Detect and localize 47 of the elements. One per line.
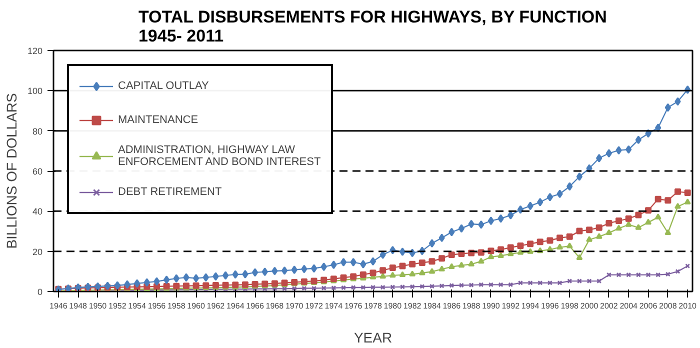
x-tick-label: 1962 [206, 302, 226, 310]
chart-title: TOTAL DISBURSEMENTS FOR HIGHWAYS, BY FUNCTION 1945- 2011 [138, 8, 607, 46]
x-tick-label: 1984 [423, 302, 442, 310]
x-tick-label: 1970 [285, 302, 304, 310]
y-tick-label: 120 [27, 46, 43, 56]
x-tick-label: 2006 [639, 302, 658, 310]
legend-label: CAPITAL OUTLAY [118, 79, 209, 93]
y-axis-title: BILLIONS OF DOLLARS [3, 93, 20, 249]
x-tick-label: 1964 [226, 302, 245, 310]
x-tick-label: 1966 [246, 302, 264, 310]
y-tick-label: 80 [32, 126, 43, 136]
x-tick-label: 1996 [541, 302, 560, 310]
x-tick-label: 1952 [108, 302, 127, 310]
y-tick-label: 40 [32, 206, 43, 217]
y-tick-label: 0 [37, 287, 43, 297]
y-tick-label: 100 [27, 86, 43, 96]
legend-label: ADMINISTRATION, HIGHWAY LAW ENFORCEMENT AND BOND INTEREST [118, 144, 321, 168]
x-tick-label: 1958 [167, 302, 186, 310]
x-tick-label: 1998 [560, 302, 580, 310]
x-tick-label: 1960 [187, 302, 206, 310]
x-tick-label: 1950 [88, 302, 108, 310]
x-tick-label: 2002 [600, 302, 618, 310]
x-tick-label: 1954 [128, 302, 147, 310]
y-tick-label: 20 [32, 246, 43, 257]
x-tick-label: 1980 [384, 302, 402, 310]
x-tick-label: 2000 [580, 302, 599, 310]
x-tick-label: 1972 [305, 302, 324, 310]
x-tick-label: 2004 [620, 302, 638, 310]
x-tick-label: 1948 [69, 302, 88, 310]
x-tick-label: 1992 [502, 302, 520, 310]
x-axis-title: YEAR [354, 330, 392, 346]
x-tick-label: 1988 [462, 302, 481, 310]
x-tick-label: 1968 [266, 302, 284, 310]
x-tick-label: 1990 [482, 302, 500, 310]
x-tick-label: 1974 [324, 302, 344, 310]
x-tick-label: 2010 [678, 302, 698, 310]
x-tick-label: 1982 [403, 302, 422, 310]
x-tick-label: 1986 [442, 302, 462, 310]
legend-label: DEBT RETIREMENT [118, 185, 222, 199]
x-tick-label: 2008 [659, 302, 678, 310]
x-tick-label: 1978 [364, 302, 382, 310]
legend-label: MAINTENANCE [118, 113, 198, 127]
x-tick-label: 1946 [50, 302, 68, 310]
x-tick-label: 1956 [148, 302, 166, 310]
y-tick-label: 60 [32, 166, 43, 176]
x-tick-label: 1976 [344, 302, 363, 310]
x-tick-label: 1994 [521, 302, 540, 310]
